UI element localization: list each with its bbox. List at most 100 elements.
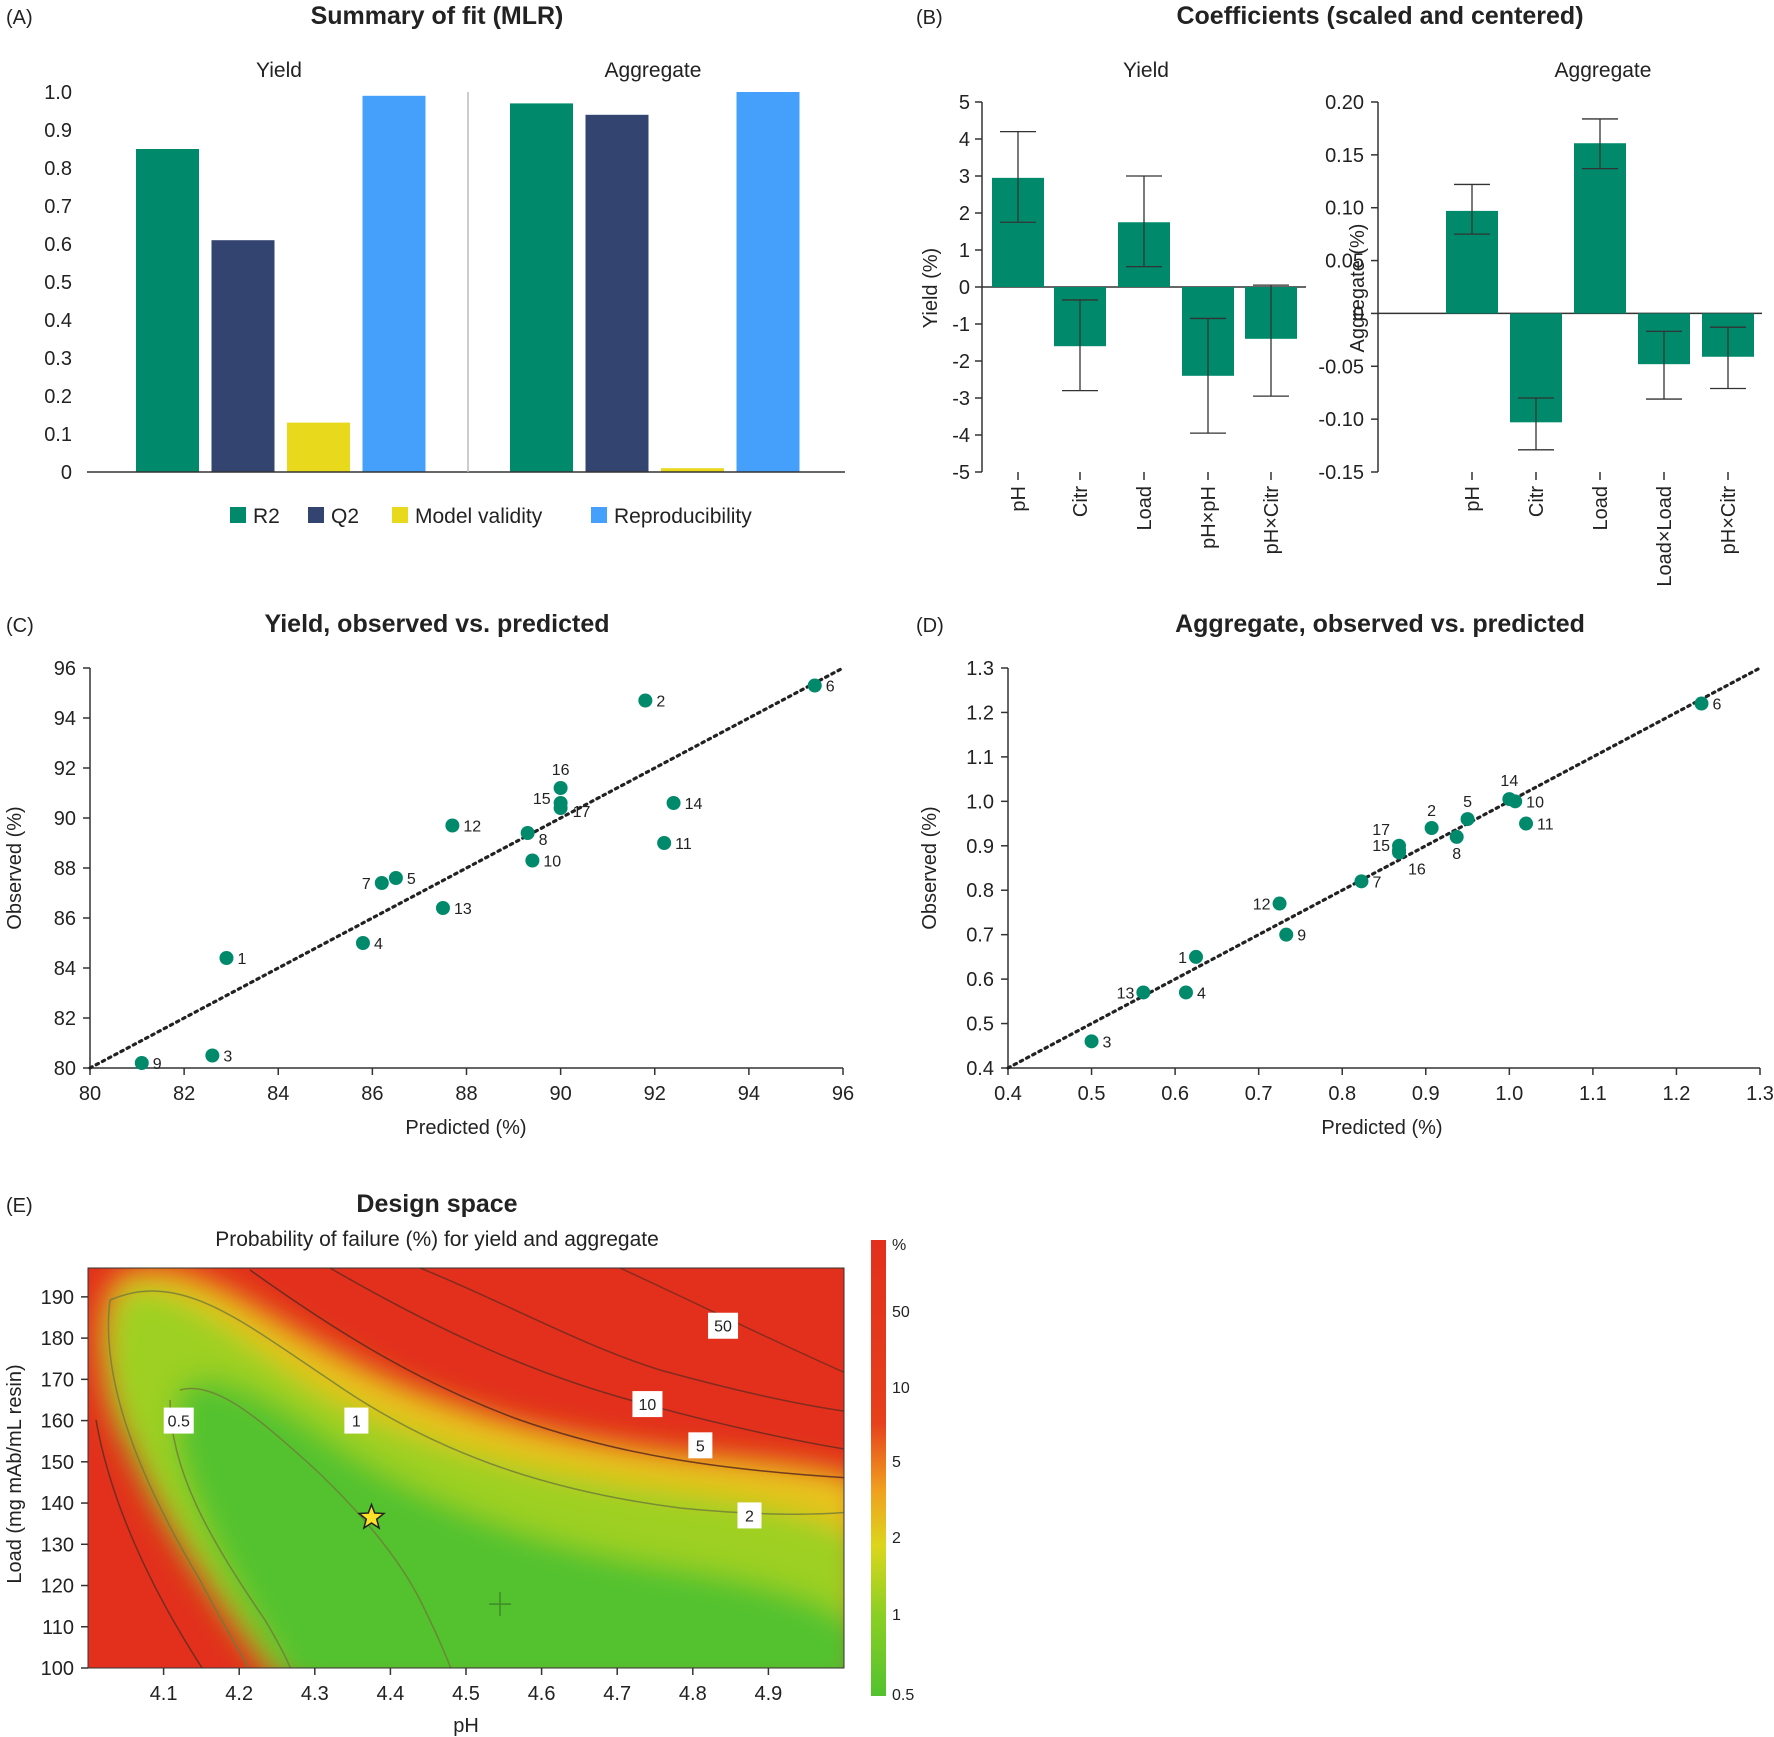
panel-a-ytick: 0.2 — [44, 386, 72, 408]
panel-b-aggregate-plot: -0.15 -0.10 -0.05 0 0.05 0.10 0.15 0.20 pH Citr Lo… — [1318, 92, 1762, 587]
agg-scatter-point-5 — [1460, 812, 1475, 827]
panel-e-title: Design space — [356, 1190, 517, 1218]
yield-scatter-point-17 — [553, 801, 568, 815]
panel-a-ytick: 0.6 — [44, 234, 72, 256]
panel-a-group-aggregate: Aggregate — [605, 59, 702, 82]
yield-scatter-point-9 — [134, 1056, 149, 1070]
contour-label-box-0p5 — [163, 1407, 194, 1434]
agg-scatter-point-label-14: 14 — [1500, 773, 1518, 790]
yield-scatter-point-13 — [435, 901, 450, 915]
panel-b-yield-ylabel: Yield (%) — [920, 248, 942, 328]
agg-scatter-xtick: 0.4 — [994, 1083, 1022, 1105]
agg-scatter-point-label-9: 9 — [1297, 928, 1306, 945]
agg-scatter-xtick: 1.1 — [1579, 1083, 1607, 1105]
yield-scatter-ytick: 86 — [54, 908, 76, 930]
panel-e-contour-labels: 0.5 1 50 10 5 2 — [163, 1312, 762, 1529]
panel-e: (E) Design space Probability of failure … — [4, 1190, 914, 1737]
legend-swatch-q2 — [308, 507, 324, 523]
agg-scatter-point-label-8: 8 — [1452, 846, 1461, 863]
agg-scatter-point-12 — [1272, 896, 1287, 911]
ds-xtick: 4.4 — [376, 1683, 404, 1705]
ds-ytick: 100 — [41, 1658, 74, 1680]
ds-ytick: 120 — [41, 1576, 74, 1598]
yield-scatter-ytick: 82 — [54, 1008, 76, 1030]
yield-scatter-ytick: 88 — [54, 858, 76, 880]
legend-label-reproducibility: Reproducibility — [614, 505, 752, 528]
agg-scatter-point-13 — [1136, 985, 1151, 1000]
colorbar-label: 2 — [892, 1530, 901, 1547]
panel-a-ytick: 0.1 — [44, 424, 72, 446]
ds-xtick: 4.2 — [225, 1683, 253, 1705]
agg-scatter-point-4 — [1178, 985, 1193, 1000]
panel-a-title: Summary of fit (MLR) — [311, 2, 564, 30]
panel-b: (B) Coefficients (scaled and centered) Y… — [916, 2, 1762, 587]
yield-scatter-ytick: 80 — [54, 1058, 76, 1080]
legend-swatch-model-validity — [392, 507, 408, 523]
agg-scatter-point-label-12: 12 — [1253, 897, 1271, 914]
yield-scatter-point-5 — [388, 871, 403, 885]
agg-scatter-point-2 — [1424, 821, 1439, 835]
yield-scatter-xtick: 84 — [267, 1083, 289, 1105]
panel-a-ytick: 0.4 — [44, 310, 72, 332]
ds-ytick: 140 — [41, 1493, 74, 1515]
ds-xtick: 4.3 — [301, 1683, 329, 1705]
panel-b-aggregate-ylabel: Aggregate (%) — [1347, 224, 1369, 353]
legend-label-model-validity: Model validity — [415, 505, 543, 528]
bar-aggregate-model-validity — [661, 468, 724, 472]
panel-e-subtitle: Probability of failure (%) for yield and… — [215, 1228, 659, 1251]
panel-d-title: Aggregate, observed vs. predicted — [1175, 610, 1585, 638]
agg-scatter-ytick: 1.1 — [966, 747, 994, 769]
bar-yield-r2 — [136, 149, 199, 472]
yield-scatter-ytick: 96 — [54, 658, 76, 680]
panel-a-ytick: 0.5 — [44, 272, 72, 294]
coef-aggregate-xtick: Load×Load — [1654, 486, 1676, 587]
yield-scatter-ytick: 90 — [54, 808, 76, 830]
contour-label-0p5: 0.5 — [168, 1414, 190, 1431]
coef-aggregate-xtick: pH — [1462, 486, 1484, 512]
yield-scatter-point-label-6: 6 — [826, 679, 835, 696]
contour-label-5: 5 — [696, 1438, 705, 1455]
panel-c-xlabel: Predicted (%) — [405, 1117, 526, 1139]
yield-scatter-point-14 — [666, 796, 681, 810]
ds-contour-5 — [329, 1268, 844, 1450]
panel-b-yield-plot: -5 -4 -3 -2 -1 0 1 2 3 4 5 pH Citr Load pH×pH pH×Citr — [952, 92, 1306, 554]
agg-scatter-point-8 — [1449, 829, 1464, 844]
coef-yield-ytick: 4 — [959, 129, 970, 151]
agg-scatter-point-label-17: 17 — [1372, 822, 1390, 839]
panel-c: (C) Yield, observed vs. predicted Predic… — [4, 610, 854, 1139]
panel-b-label: (B) — [916, 7, 943, 29]
panel-c-label: (C) — [6, 615, 34, 637]
yield-scatter-point-label-10: 10 — [543, 854, 561, 871]
agg-scatter-ytick: 0.5 — [966, 1014, 994, 1036]
colorbar-unit: % — [892, 1237, 906, 1254]
contour-label-box-1 — [344, 1407, 369, 1434]
yield-scatter-point-label-13: 13 — [454, 901, 472, 918]
agg-scatter-point-label-13: 13 — [1117, 985, 1135, 1002]
panel-a-ytick: 0.3 — [44, 348, 72, 370]
yield-scatter-point-label-15: 15 — [533, 791, 551, 808]
coef-aggregate-xtick: Citr — [1526, 486, 1548, 517]
ds-xtick: 4.8 — [679, 1683, 707, 1705]
panel-b-aggregate-subtitle: Aggregate — [1555, 59, 1652, 82]
contour-label-box-5 — [688, 1432, 713, 1459]
panel-c-ylabel: Observed (%) — [4, 806, 26, 929]
ds-ytick: 180 — [41, 1328, 74, 1350]
legend-swatch-r2 — [230, 507, 246, 523]
agg-scatter-point-11 — [1519, 816, 1534, 831]
contour-label-box-50 — [708, 1312, 739, 1339]
yield-scatter-point-3 — [205, 1048, 220, 1063]
yield-scatter-point-label-7: 7 — [362, 876, 371, 893]
legend-swatch-reproducibility — [591, 507, 607, 523]
coef-yield-xtick: Load — [1134, 486, 1156, 531]
panel-e-ylabel: Load (mg mAb/mL resin) — [4, 1364, 26, 1583]
coef-yield-ytick: 5 — [959, 92, 970, 114]
panel-a-ytick: 0 — [61, 462, 72, 484]
coef-aggregate-bar-load — [1574, 143, 1626, 314]
agg-scatter-point-label-2: 2 — [1427, 803, 1436, 820]
ds-ytick: 150 — [41, 1452, 74, 1474]
yield-scatter-ytick: 84 — [54, 958, 76, 980]
yield-scatter-point-label-2: 2 — [656, 694, 665, 711]
yield-scatter-point-8 — [520, 826, 535, 840]
panel-a-ytick: 0.9 — [44, 120, 72, 142]
agg-scatter-point-3 — [1084, 1034, 1099, 1049]
